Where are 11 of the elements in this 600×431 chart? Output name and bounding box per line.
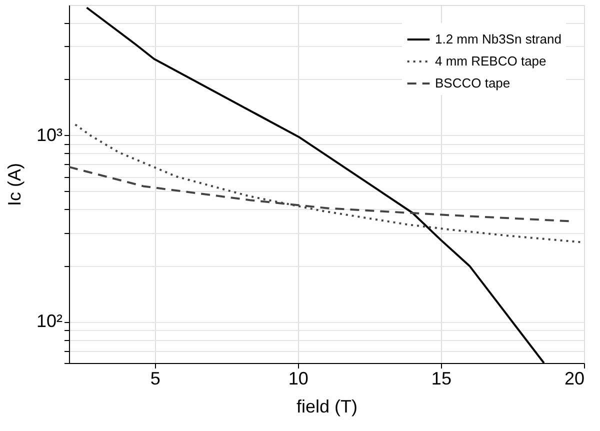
x-tick-label: 15	[431, 368, 452, 388]
y-tick-label: 10²	[36, 311, 63, 332]
x-tick-label: 5	[150, 368, 160, 388]
legend-label: 4 mm REBCO tape	[435, 54, 546, 68]
y-axis-title: Ic (A)	[4, 163, 24, 206]
x-tick-label: 10	[288, 368, 308, 388]
x-tick-label: 20	[564, 368, 584, 388]
x-axis-title: field (T)	[296, 396, 358, 416]
y-tick-label: 10³	[36, 124, 63, 145]
legend-label: BSCCO tape	[435, 76, 510, 90]
legend-label: 1.2 mm Nb3Sn strand	[435, 32, 562, 46]
